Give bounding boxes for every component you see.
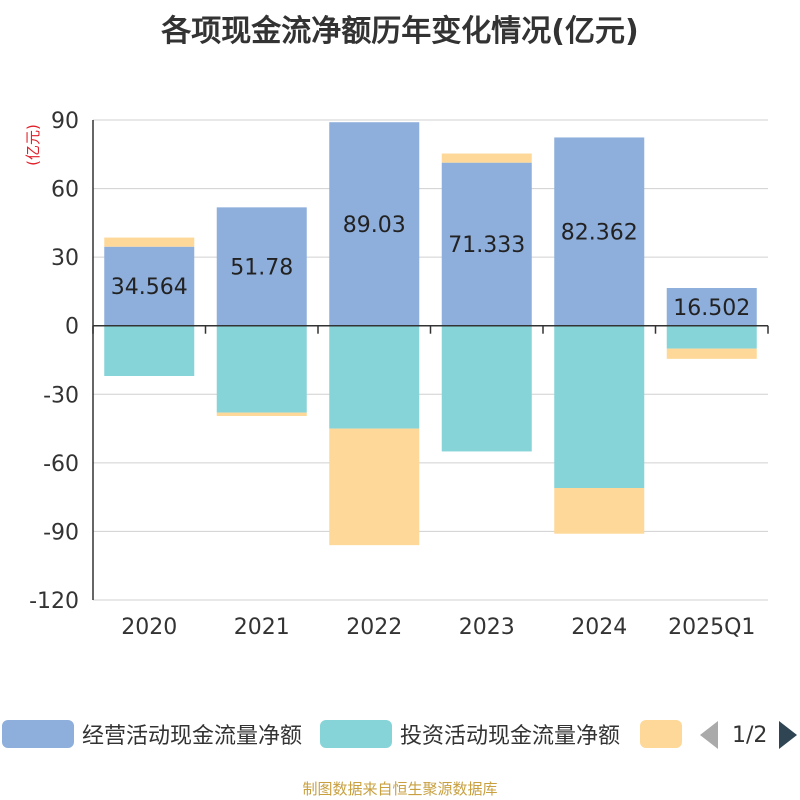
legend-pager: 1/2 — [700, 716, 798, 754]
legend-item-investing[interactable]: 投资活动现金流量净额 — [320, 714, 620, 754]
data-label: 71.333 — [448, 233, 525, 258]
bar-series2-2020[interactable] — [104, 325, 195, 376]
chevron-right-icon[interactable] — [779, 721, 798, 749]
chart-title: 各项现金流净额历年变化情况(亿元) — [161, 14, 639, 49]
bar-series2-2025Q1[interactable] — [666, 325, 757, 349]
y-tick-label: -30 — [43, 383, 79, 408]
bar-series3-2020[interactable] — [104, 237, 195, 247]
bar-series1-2025Q1[interactable] — [666, 287, 757, 326]
bars — [104, 122, 757, 546]
legend-swatch-operating — [2, 720, 74, 748]
data-label: 82.362 — [561, 221, 638, 246]
x-tick-label: 2022 — [346, 615, 402, 640]
bar-series2-2022[interactable] — [329, 325, 420, 429]
x-tick-label: 2023 — [459, 615, 515, 640]
bar-series1-2020[interactable] — [104, 246, 195, 326]
data-label: 51.78 — [230, 256, 293, 281]
legend-page-indicator: 1/2 — [732, 722, 768, 748]
legend-item-financing[interactable] — [640, 714, 690, 754]
y-tick-label: -60 — [43, 452, 79, 477]
legend-label-investing: 投资活动现金流量净额 — [400, 724, 621, 749]
legend-label-operating: 经营活动现金流量净额 — [82, 724, 303, 749]
y-tick-label: 60 — [51, 178, 79, 203]
bar-series1-2024[interactable] — [554, 137, 645, 326]
legend-item-operating[interactable]: 经营活动现金流量净额 — [2, 714, 302, 754]
legend-swatch-financing — [640, 720, 682, 748]
x-tick-label: 2021 — [234, 615, 290, 640]
y-tick-label: 90 — [51, 109, 79, 134]
bar-series3-2024[interactable] — [554, 488, 645, 534]
bar-series1-2023[interactable] — [441, 162, 532, 326]
bar-series2-2023[interactable] — [441, 325, 532, 452]
x-tick-label: 2024 — [571, 615, 627, 640]
bar-series2-2024[interactable] — [554, 325, 645, 488]
source-note: 制图数据来自恒生聚源数据库 — [302, 780, 498, 798]
bar-series1-2021[interactable] — [216, 207, 307, 326]
legend-swatch-investing — [320, 720, 392, 748]
bar-series3-2025Q1[interactable] — [666, 348, 757, 359]
bar-series3-2021[interactable] — [216, 412, 307, 416]
chevron-left-icon[interactable] — [700, 721, 718, 749]
y-axis-label: (亿元) — [24, 124, 42, 166]
bar-series3-2022[interactable] — [329, 428, 420, 546]
y-tick-label: 0 — [65, 315, 79, 340]
data-label: 89.03 — [343, 213, 406, 238]
bar-series2-2021[interactable] — [216, 325, 307, 413]
bar-series3-2023[interactable] — [441, 153, 532, 163]
data-label: 16.502 — [673, 296, 750, 321]
x-tick-label: 2025Q1 — [668, 615, 755, 640]
axes: 90 60 30 0 -30 -60 -90 -120 2020 2021 2022 2023 2024… — [29, 109, 769, 640]
y-tick-label: -120 — [29, 589, 79, 614]
x-tick-label: 2020 — [121, 615, 177, 640]
gridlines — [93, 119, 768, 601]
y-tick-label: 30 — [51, 246, 79, 271]
y-tick-label: -90 — [43, 520, 79, 545]
data-label: 34.564 — [111, 275, 188, 300]
bar-series1-2022[interactable] — [329, 122, 420, 326]
data-labels: 34.564 51.78 89.03 71.333 82.362 16.502 — [111, 213, 750, 321]
